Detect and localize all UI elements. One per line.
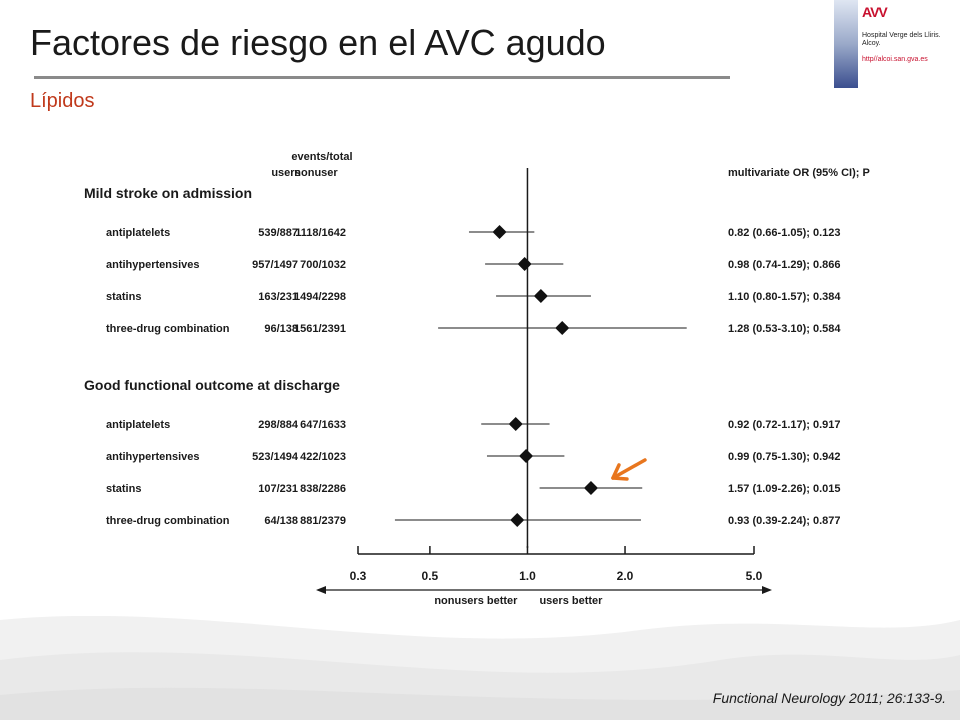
odds-ratio-text: 0.98 (0.74-1.29); 0.866 xyxy=(728,259,841,271)
header-events-total: events/total xyxy=(291,151,352,163)
odds-ratio-marker xyxy=(533,289,548,303)
direction-arrow-right-head xyxy=(762,586,772,594)
header-nonuser: nonuser xyxy=(294,167,338,179)
users-events: 539/887 xyxy=(258,227,298,239)
highlight-arrow-head xyxy=(611,463,629,481)
odds-ratio-text: 0.93 (0.39-2.24); 0.877 xyxy=(728,515,841,527)
row-label: antiplatelets xyxy=(106,227,170,239)
users-events: 107/231 xyxy=(258,483,298,495)
odds-ratio-text: 0.92 (0.72-1.17); 0.917 xyxy=(728,419,841,431)
direction-arrow-left-head xyxy=(316,586,326,594)
nonusers-events: 647/1633 xyxy=(300,419,346,431)
nonusers-events: 422/1023 xyxy=(300,451,346,463)
direction-label-left: nonusers better xyxy=(434,595,518,607)
row-label: statins xyxy=(106,291,141,303)
highlight-arrow-shaft xyxy=(611,458,647,480)
nonusers-events: 1561/2391 xyxy=(294,323,346,335)
row-label: three-drug combination xyxy=(106,515,230,527)
x-tick-label: 5.0 xyxy=(746,569,763,583)
header-odds-ratio: multivariate OR (95% CI); P xyxy=(728,167,870,179)
direction-label-right: users better xyxy=(539,595,603,607)
nonusers-events: 1494/2298 xyxy=(294,291,346,303)
row-label: three-drug combination xyxy=(106,323,230,335)
users-events: 163/231 xyxy=(258,291,298,303)
odds-ratio-marker xyxy=(555,321,570,335)
row-label: antiplatelets xyxy=(106,419,170,431)
logo-banner-icon xyxy=(834,0,858,88)
logo-mark: AVV xyxy=(862,4,888,20)
nonusers-events: 700/1032 xyxy=(300,259,346,271)
odds-ratio-marker xyxy=(492,225,507,239)
odds-ratio-text: 0.82 (0.66-1.05); 0.123 xyxy=(728,227,841,239)
users-events: 96/138 xyxy=(264,323,298,335)
hospital-line-2: Alcoy. xyxy=(862,40,881,47)
forest-plot-panel: events/total users nonuser multivariate OR … xyxy=(68,128,880,616)
users-events: 298/884 xyxy=(258,419,299,431)
background-wave-decoration xyxy=(0,615,960,720)
title-underline xyxy=(34,76,730,79)
nonusers-events: 838/2286 xyxy=(300,483,346,495)
odds-ratio-marker xyxy=(510,513,525,527)
x-tick-label: 1.0 xyxy=(519,569,536,583)
x-tick-label: 0.5 xyxy=(422,569,439,583)
odds-ratio-marker xyxy=(583,481,598,495)
row-label: statins xyxy=(106,483,141,495)
odds-ratio-text: 1.57 (1.09-2.26); 0.015 xyxy=(728,483,841,495)
odds-ratio-text: 1.10 (0.80-1.57); 0.384 xyxy=(728,291,841,303)
nonusers-events: 1118/1642 xyxy=(295,227,346,239)
citation: Functional Neurology 2011; 26:133-9. xyxy=(712,690,946,706)
odds-ratio-marker xyxy=(519,449,534,463)
hospital-line-1: Hospital Verge dels Lliris. xyxy=(862,32,941,39)
row-label: antihypertensives xyxy=(106,259,200,271)
x-tick-label: 0.3 xyxy=(350,569,367,583)
hospital-logo: AVV Hospital Verge dels Lliris. Alcoy. h… xyxy=(834,0,960,92)
x-tick-label: 2.0 xyxy=(617,569,634,583)
odds-ratio-text: 0.99 (0.75-1.30); 0.942 xyxy=(728,451,841,463)
odds-ratio-text: 1.28 (0.53-3.10); 0.584 xyxy=(728,323,841,335)
nonusers-events: 881/2379 xyxy=(300,515,346,527)
users-events: 523/1494 xyxy=(252,451,299,463)
group-title: Mild stroke on admission xyxy=(84,185,252,201)
users-events: 957/1497 xyxy=(252,259,298,271)
row-label: antihypertensives xyxy=(106,451,200,463)
hospital-url: http//alcoi.san.gva.es xyxy=(862,56,928,63)
slide-title: Factores de riesgo en el AVC agudo xyxy=(30,22,606,63)
slide-subtitle: Lípidos xyxy=(30,90,95,112)
hospital-name: Hospital Verge dels Lliris. Alcoy. xyxy=(862,32,941,48)
group-title: Good functional outcome at discharge xyxy=(84,377,340,393)
odds-ratio-marker xyxy=(517,257,532,271)
header-users: users xyxy=(271,167,300,179)
odds-ratio-marker xyxy=(508,417,523,431)
users-events: 64/138 xyxy=(264,515,298,527)
